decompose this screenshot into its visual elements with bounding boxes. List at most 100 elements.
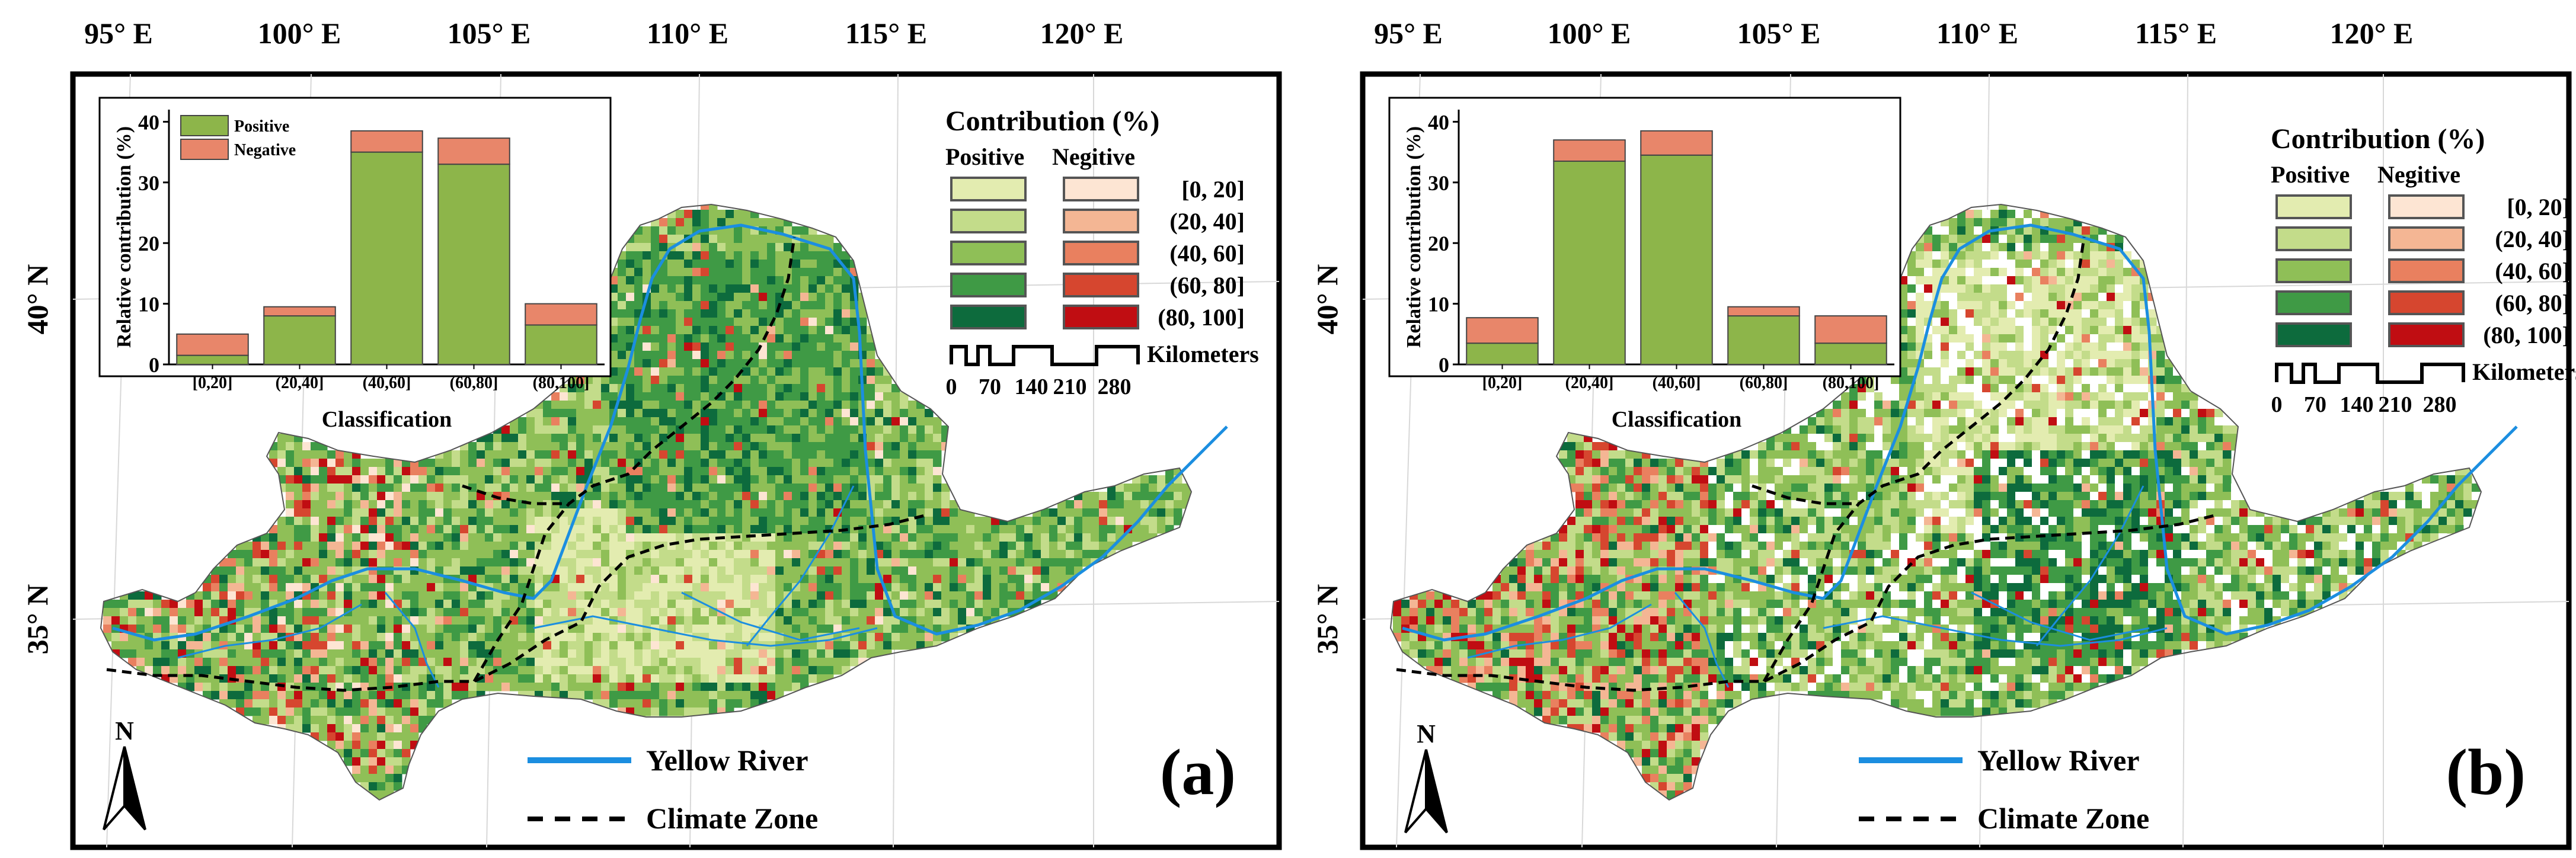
raster-cell xyxy=(667,707,676,716)
raster-cell xyxy=(1916,301,1925,310)
raster-cell xyxy=(584,409,593,418)
raster-cell xyxy=(452,658,461,667)
raster-cell xyxy=(394,550,402,559)
raster-cell xyxy=(759,326,768,335)
raster-cell xyxy=(1116,508,1124,517)
raster-cell xyxy=(319,591,328,600)
raster-cell xyxy=(302,475,311,484)
raster-cell xyxy=(734,342,743,351)
raster-cell xyxy=(726,334,734,343)
raster-cell xyxy=(933,616,942,625)
chart-legend-swatch-negative xyxy=(180,139,229,160)
raster-cell xyxy=(792,409,801,418)
raster-cell xyxy=(692,616,701,625)
raster-cell xyxy=(850,326,859,335)
raster-cell xyxy=(966,591,975,600)
raster-cell xyxy=(277,575,286,584)
raster-cell xyxy=(833,492,842,501)
raster-cell xyxy=(501,459,510,468)
raster-cell xyxy=(742,608,751,617)
raster-cell xyxy=(875,384,884,393)
raster-cell xyxy=(692,301,701,310)
raster-cell xyxy=(726,691,734,700)
raster-cell xyxy=(601,417,610,426)
raster-cell xyxy=(667,649,676,658)
raster-cell xyxy=(1974,243,1983,252)
raster-cell xyxy=(883,442,892,451)
raster-cell xyxy=(709,641,718,650)
raster-cell xyxy=(344,658,353,667)
raster-cell xyxy=(651,293,660,302)
raster-cell xyxy=(634,500,643,509)
raster-cell xyxy=(701,450,709,459)
raster-cell xyxy=(452,591,461,600)
raster-cell xyxy=(717,276,726,285)
longitude-label: 115° E xyxy=(2135,17,2217,50)
raster-cell xyxy=(958,542,967,550)
raster-cell xyxy=(1941,226,1949,235)
raster-cell xyxy=(286,450,295,459)
raster-cell xyxy=(726,625,734,633)
raster-cell xyxy=(676,392,685,401)
raster-cell xyxy=(286,616,295,625)
raster-cell xyxy=(817,649,826,658)
raster-cell xyxy=(618,691,627,700)
raster-cell xyxy=(543,566,552,575)
raster-cell xyxy=(659,608,668,617)
raster-cell xyxy=(2115,293,2124,302)
raster-cell xyxy=(1999,301,2008,310)
raster-cell xyxy=(916,608,925,617)
raster-cell xyxy=(609,367,618,376)
raster-cell xyxy=(269,550,278,559)
raster-cell xyxy=(418,616,427,625)
raster-cell xyxy=(891,459,900,468)
raster-cell xyxy=(991,542,1000,550)
raster-cell xyxy=(933,434,942,443)
raster-cell xyxy=(485,591,494,600)
raster-cell xyxy=(510,442,519,451)
raster-cell xyxy=(850,401,859,409)
raster-cell xyxy=(792,558,801,567)
raster-cell xyxy=(626,525,635,534)
raster-cell xyxy=(800,450,809,459)
raster-cell xyxy=(510,492,519,501)
raster-cell xyxy=(1849,384,1858,393)
raster-cell xyxy=(1941,293,1949,302)
raster-cell xyxy=(501,608,510,617)
raster-cell xyxy=(850,417,859,426)
raster-cell xyxy=(352,525,361,534)
raster-cell xyxy=(2115,334,2124,343)
raster-cell xyxy=(277,699,286,708)
raster-cell xyxy=(792,658,801,667)
raster-cell xyxy=(352,450,361,459)
raster-cell xyxy=(651,641,660,650)
raster-cell xyxy=(211,691,220,700)
raster-cell xyxy=(643,558,651,567)
raster-cell xyxy=(717,633,726,642)
raster-cell xyxy=(2140,384,2149,393)
raster-cell xyxy=(1907,326,1916,335)
raster-cell xyxy=(352,467,361,476)
raster-cell xyxy=(1099,508,1108,517)
raster-cell xyxy=(709,450,718,459)
raster-cell xyxy=(933,492,942,501)
raster-cell xyxy=(701,459,709,468)
raster-cell xyxy=(651,517,660,526)
raster-cell xyxy=(734,525,743,534)
raster-cell xyxy=(219,691,228,700)
raster-cell xyxy=(319,633,328,642)
raster-cell xyxy=(817,674,826,683)
raster-cell xyxy=(1916,376,1925,385)
raster-cell xyxy=(2057,351,2066,360)
raster-cell xyxy=(584,401,593,409)
raster-cell xyxy=(352,716,361,725)
raster-cell xyxy=(808,334,817,343)
raster-cell xyxy=(2040,367,2049,376)
raster-cell xyxy=(344,716,353,725)
raster-cell xyxy=(643,600,651,609)
raster-cell xyxy=(335,558,344,567)
raster-cell xyxy=(535,525,544,534)
raster-cell xyxy=(717,525,726,534)
raster-cell xyxy=(311,484,319,492)
raster-cell xyxy=(477,649,485,658)
